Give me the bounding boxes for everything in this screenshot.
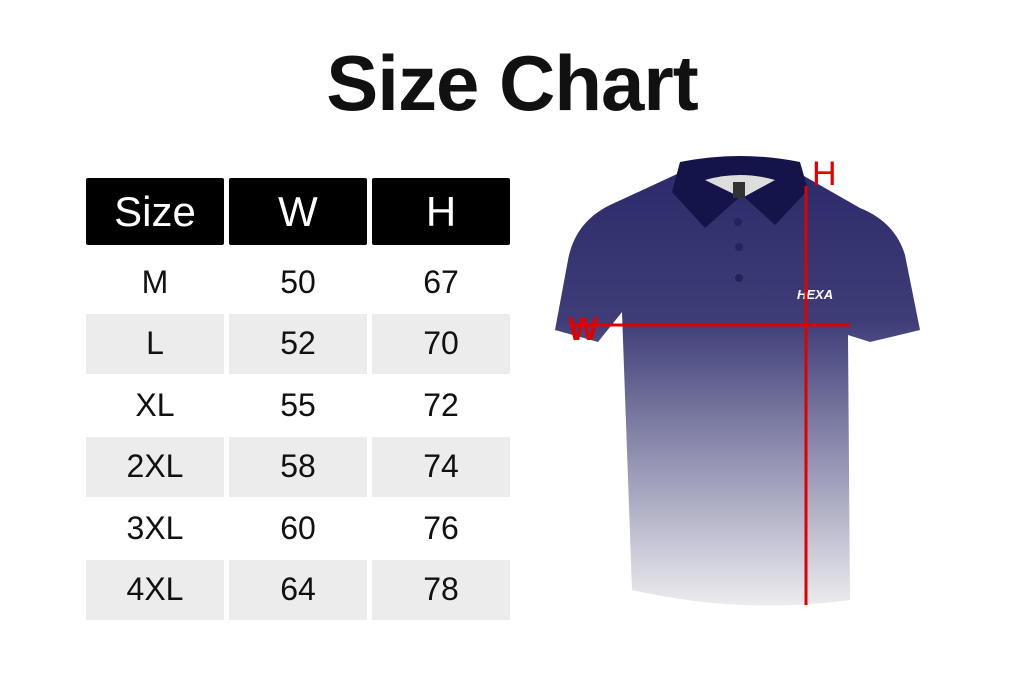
table-cell: L <box>86 313 224 374</box>
shirt-body <box>555 168 920 606</box>
table-cell: 64 <box>229 559 367 620</box>
table-cell: 67 <box>423 263 459 300</box>
table-cell: 52 <box>229 313 367 374</box>
table-cell: 60 <box>280 509 316 546</box>
table-cell: 50 <box>280 263 316 300</box>
column-header: H <box>372 178 510 245</box>
table-cell: 58 <box>229 436 367 497</box>
table-cell: 70 <box>372 313 510 374</box>
table-cell: 4XL <box>86 559 224 620</box>
table-cell: XL <box>135 386 175 423</box>
table-cell: 76 <box>423 509 459 546</box>
brand-logo: HEXA <box>797 287 833 302</box>
column-header: Size <box>86 178 224 245</box>
page-title: Size Chart <box>326 39 698 127</box>
height-label: H <box>812 155 837 193</box>
column-header: W <box>229 178 367 245</box>
table-cell: 2XL <box>86 436 224 497</box>
table-cell: 78 <box>372 559 510 620</box>
table-cell: M <box>141 263 169 300</box>
table-cell: 74 <box>372 436 510 497</box>
table-cell: 55 <box>280 386 316 423</box>
table-cell: 3XL <box>126 509 184 546</box>
table-cell: 72 <box>423 386 459 423</box>
width-label: W <box>568 311 599 347</box>
